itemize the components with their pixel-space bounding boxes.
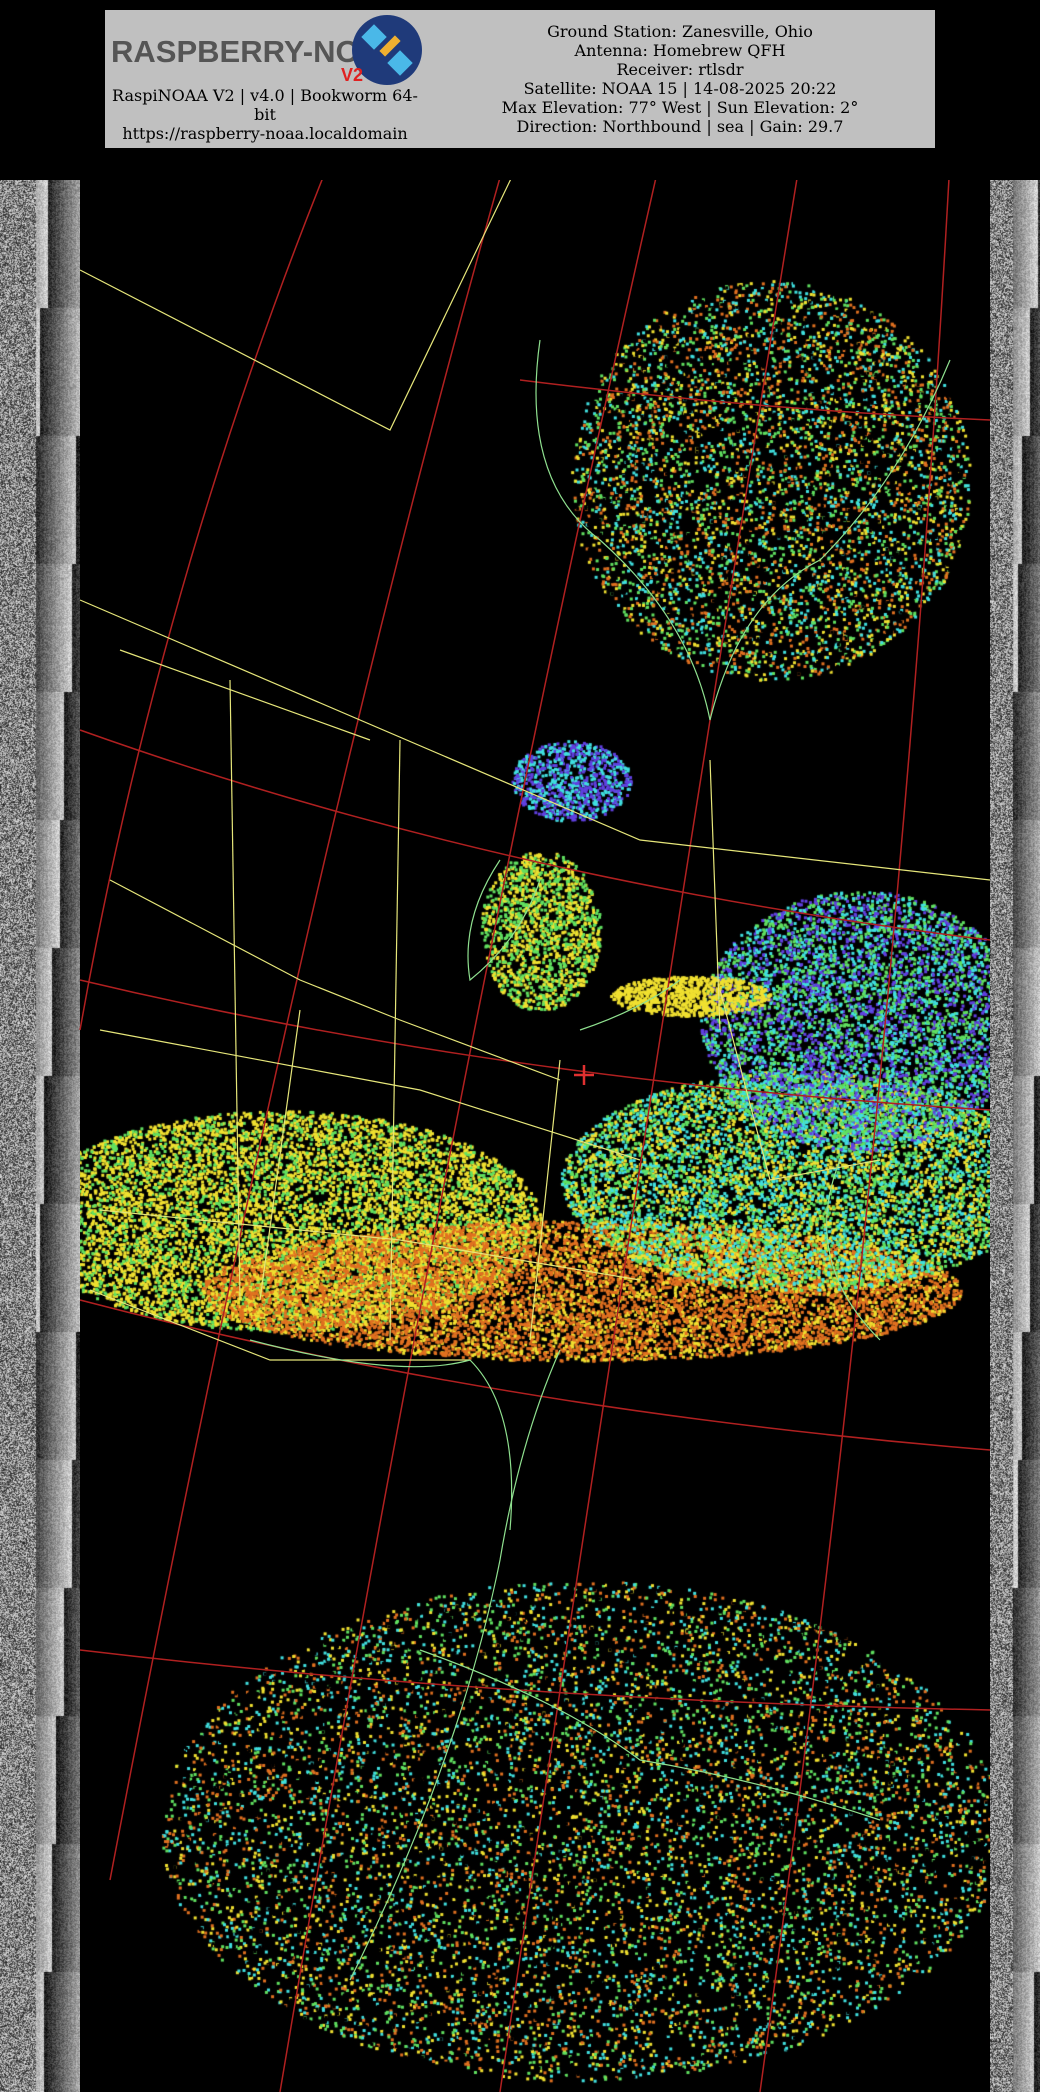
graticule-line xyxy=(79,729,991,941)
ground-station-marker xyxy=(574,1065,594,1085)
antenna: Antenna: Homebrew QFH xyxy=(574,41,786,60)
pass-info-header: RASPBERRY-NOAA V2 RaspiNOAA V2 | v4.0 | … xyxy=(105,10,935,148)
borders-line xyxy=(99,1029,641,1161)
graticule-line xyxy=(79,1649,991,1711)
coast-line xyxy=(467,859,541,982)
borders-line xyxy=(529,1059,561,1341)
telemetry-strip-left xyxy=(0,180,80,2092)
direction-gain: Direction: Northbound | sea | Gain: 29.7 xyxy=(516,117,844,136)
borders-line xyxy=(89,1289,470,1361)
coast-line xyxy=(579,979,681,1031)
graticule-line xyxy=(519,379,991,421)
graticule-line xyxy=(759,180,950,2092)
map-overlay xyxy=(79,180,991,2092)
graticule-line xyxy=(499,180,798,2092)
coast-line xyxy=(419,1649,881,1821)
borders-line xyxy=(79,599,991,881)
borders-line xyxy=(389,739,401,1341)
elevation: Max Elevation: 77° West | Sun Elevation:… xyxy=(501,98,859,117)
borders-line xyxy=(719,989,881,1181)
borders-line xyxy=(109,879,561,1081)
coast-line xyxy=(349,1349,561,1981)
ground-station: Ground Station: Zanesville, Ohio xyxy=(547,22,813,41)
graticule-line xyxy=(79,180,323,1031)
coastlines xyxy=(249,339,951,1981)
borders-line xyxy=(99,1209,641,1281)
coast-line xyxy=(535,339,951,721)
graticule-lines xyxy=(79,180,991,2092)
raspberry-noaa-logo: RASPBERRY-NOAA V2 xyxy=(111,15,422,85)
version-line: RaspiNOAA V2 | v4.0 | Bookworm 64-bit xyxy=(112,86,418,124)
coast-line xyxy=(249,1339,513,1531)
receiver: Receiver: rtlsdr xyxy=(616,60,744,79)
borders-line xyxy=(709,759,721,1031)
graticule-line xyxy=(79,1299,991,1451)
pass-details: Ground Station: Zanesville, Ohio Antenna… xyxy=(435,22,925,136)
station-software-info: RaspiNOAA V2 | v4.0 | Bookworm 64-bit ht… xyxy=(105,86,425,143)
borders-line xyxy=(259,1009,301,1301)
coast-line xyxy=(826,1159,881,1341)
state-borders xyxy=(79,180,991,1361)
crosshair-icon xyxy=(574,1065,594,1085)
graticule-line xyxy=(109,180,501,1881)
borders-line xyxy=(119,649,371,741)
telemetry-strip-right xyxy=(990,180,1040,2092)
cloud-imagery xyxy=(80,180,990,2092)
satellite-image xyxy=(0,180,1040,2092)
borders-line xyxy=(229,679,241,1301)
station-url: https://raspberry-noaa.localdomain xyxy=(122,124,408,143)
graticule-line xyxy=(279,180,657,2092)
satellite-time: Satellite: NOAA 15 | 14-08-2025 20:22 xyxy=(523,79,837,98)
logo-badge: V2 xyxy=(341,65,363,85)
borders-line xyxy=(79,180,512,431)
graticule-line xyxy=(79,979,991,1111)
